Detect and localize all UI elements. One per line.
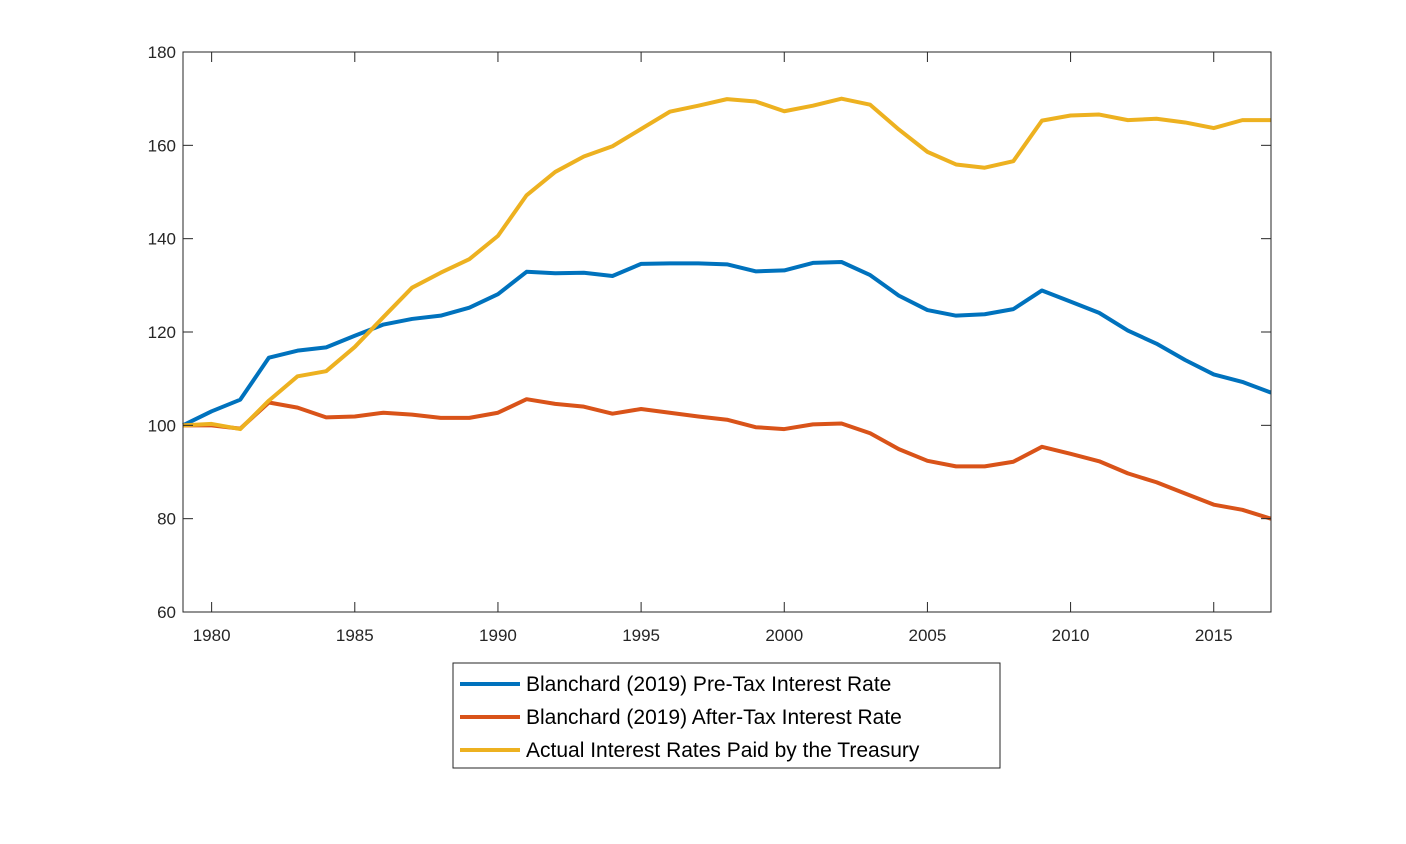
x-tick-label: 1985 [336, 626, 374, 645]
legend-label-pre-tax: Blanchard (2019) Pre-Tax Interest Rate [526, 673, 891, 696]
y-tick-label: 60 [157, 603, 176, 622]
series-line-1 [183, 397, 1272, 521]
x-tick-label: 2000 [765, 626, 803, 645]
y-tick-label: 120 [148, 323, 176, 342]
y-tick-label: 100 [148, 416, 176, 435]
series-line-2 [182, 96, 1271, 432]
y-tick-label: 180 [148, 43, 176, 62]
legend: Blanchard (2019) Pre-Tax Interest Rate B… [452, 662, 1001, 769]
x-tick-label: 1995 [622, 626, 660, 645]
x-tick-label: 2015 [1195, 626, 1233, 645]
legend-label-after-tax: Blanchard (2019) After-Tax Interest Rate [526, 706, 902, 729]
legend-label-treasury: Actual Interest Rates Paid by the Treasu… [526, 739, 920, 762]
series-line-0 [182, 260, 1272, 428]
x-axis: 1980 1985 1990 1995 2000 2005 2010 2015 [193, 52, 1233, 645]
y-tick-label: 80 [157, 510, 176, 529]
y-tick-label: 140 [148, 230, 176, 249]
x-tick-label: 2010 [1052, 626, 1090, 645]
x-tick-label: 1980 [193, 626, 231, 645]
x-tick-label: 1990 [479, 626, 517, 645]
plot-area [182, 96, 1272, 521]
y-tick-label: 160 [148, 136, 176, 155]
y-axis: 60 80 100 120 140 160 180 [148, 43, 1271, 622]
legend-box [452, 662, 1001, 769]
x-tick-label: 2005 [909, 626, 947, 645]
